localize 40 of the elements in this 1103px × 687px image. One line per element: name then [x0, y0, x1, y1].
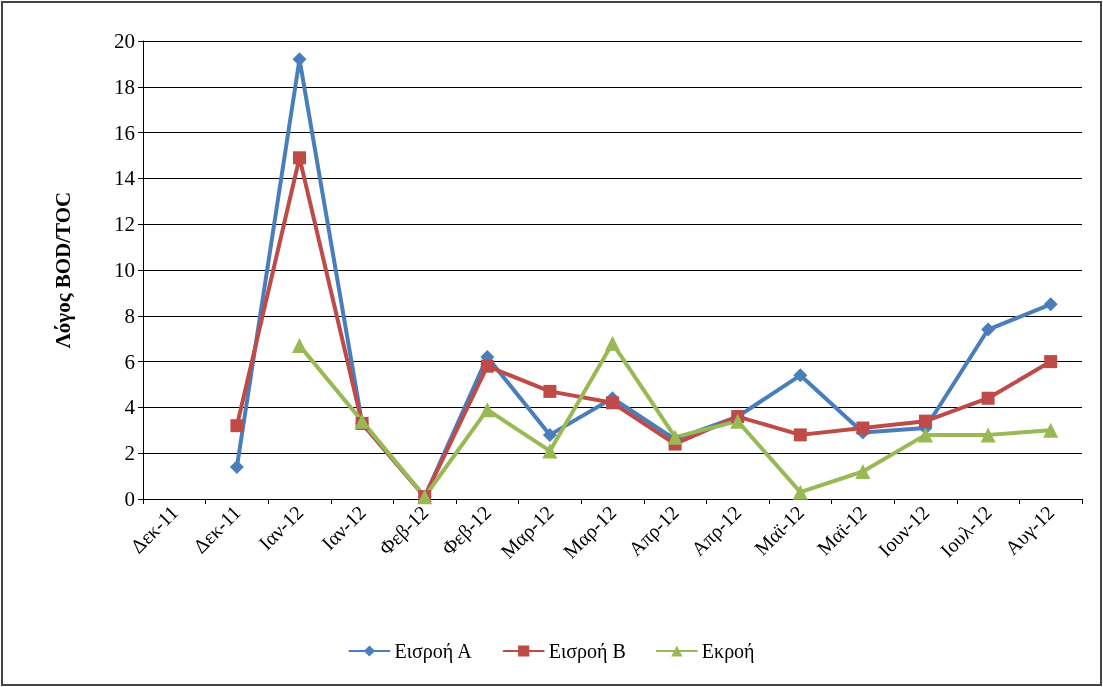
- y-tick-label: 14: [114, 166, 136, 191]
- point: [980, 427, 996, 443]
- point: [1043, 422, 1059, 438]
- legend-label: Εκροή: [701, 640, 755, 663]
- y-tick-label: 4: [124, 395, 136, 420]
- point: [855, 464, 871, 480]
- point: [229, 459, 244, 474]
- point: [230, 419, 244, 433]
- point: [606, 396, 619, 410]
- point: [479, 402, 495, 418]
- point: [792, 484, 808, 500]
- y-tick-label: 16: [114, 120, 135, 145]
- point: [543, 384, 557, 398]
- point: [542, 427, 557, 442]
- point: [605, 335, 620, 351]
- point: [856, 421, 870, 435]
- point: [981, 391, 995, 405]
- point: [293, 151, 306, 165]
- y-tick-label: 20: [114, 29, 135, 53]
- point: [1044, 355, 1058, 369]
- point: [292, 338, 307, 354]
- point: [730, 413, 746, 429]
- y-tick-label: 0: [124, 487, 135, 511]
- legend-label: Εισροή Β: [548, 640, 626, 663]
- y-axis-title: Λόγος BOD/TOC: [50, 191, 75, 349]
- point: [793, 428, 807, 442]
- y-tick-label: 18: [114, 74, 135, 99]
- point: [919, 414, 932, 428]
- point: [981, 322, 996, 337]
- y-tick-label: 10: [114, 258, 135, 282]
- point: [793, 368, 808, 383]
- y-tick-label: 8: [124, 303, 135, 328]
- point: [480, 359, 494, 373]
- y-tick-label: 6: [124, 349, 135, 374]
- point: [918, 427, 933, 443]
- point: [1043, 297, 1058, 312]
- y-tick-label: 2: [124, 441, 135, 466]
- point: [542, 443, 558, 459]
- y-tick-label: 12: [114, 212, 135, 237]
- legend-label: Εισροή Α: [394, 640, 473, 663]
